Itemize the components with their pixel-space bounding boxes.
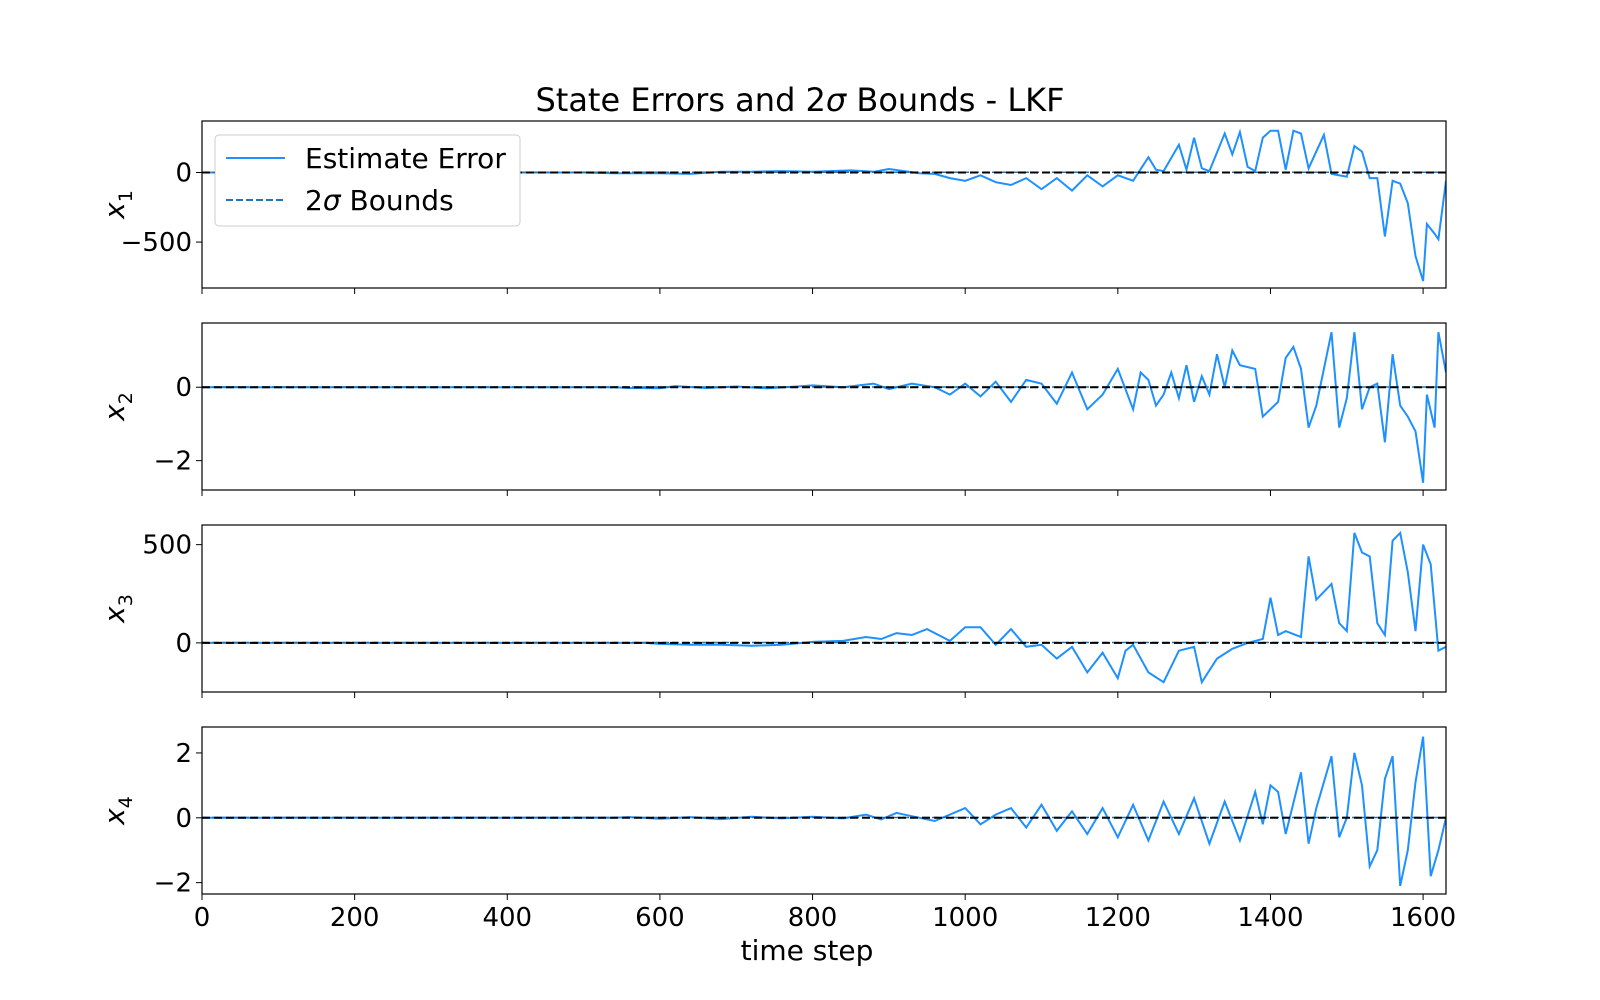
axes-frame <box>201 726 1447 895</box>
legend-label-bounds: 2σ Bounds <box>305 184 454 217</box>
y-axis-label-subscript: 3 <box>115 594 137 606</box>
axes-frame <box>201 322 1447 491</box>
y-tick-label: 0 <box>175 629 192 659</box>
y-axis-label-base: x <box>98 202 131 220</box>
y-tick-label: −500 <box>121 228 192 258</box>
x-tick-label: 400 <box>482 903 532 933</box>
x-tick-label: 1000 <box>932 903 998 933</box>
y-axis-label-subscript: 2 <box>115 392 137 404</box>
y-axis-label-x4: x4 <box>98 796 137 826</box>
y-tick-label: −2 <box>154 869 192 899</box>
subplot-x2: 0 −2 x2 <box>98 322 1447 496</box>
estimate-error-line <box>202 128 1446 282</box>
y-tick-label: 0 <box>175 373 192 403</box>
x-tick-label: 1200 <box>1085 903 1151 933</box>
y-axis-label-x1: x1 <box>98 190 137 220</box>
x-tick-label: 800 <box>788 903 838 933</box>
x-tick-label: 0 <box>194 903 211 933</box>
estimate-error-line <box>202 736 1446 887</box>
y-tick-label: 500 <box>142 531 192 561</box>
y-axis-label-base: x <box>98 606 131 624</box>
legend-label-estimate-error: Estimate Error <box>305 142 506 175</box>
legend: Estimate Error 2σ Bounds <box>214 134 521 227</box>
y-axis-label-x3: x3 <box>98 594 137 624</box>
x-axis-label: time step <box>741 934 874 967</box>
y-axis-label-subscript: 4 <box>115 796 137 808</box>
estimate-error-line <box>202 331 1446 483</box>
y-tick-label: 0 <box>175 158 192 188</box>
y-tick-label: 2 <box>175 739 192 769</box>
y-tick-label: −2 <box>154 447 192 477</box>
y-tick-label: 0 <box>175 804 192 834</box>
axes-frame <box>201 524 1447 693</box>
y-axis-label-x2: x2 <box>98 392 137 422</box>
y-axis-label-subscript: 1 <box>115 190 137 202</box>
axes-frame <box>201 120 1447 289</box>
y-axis-label-base: x <box>98 404 131 422</box>
x-tick-label: 600 <box>635 903 685 933</box>
figure-title: State Errors and 2σ Bounds - LKF <box>535 81 1064 119</box>
estimate-error-line <box>202 530 1446 685</box>
x-tick-label: 1400 <box>1237 903 1303 933</box>
y-axis-label-base: x <box>98 808 131 826</box>
subplot-x3: 500 0 x3 <box>98 524 1447 698</box>
x-tick-label: 200 <box>330 903 380 933</box>
legend-frame <box>214 134 521 227</box>
x-tick-label: 1600 <box>1390 903 1456 933</box>
